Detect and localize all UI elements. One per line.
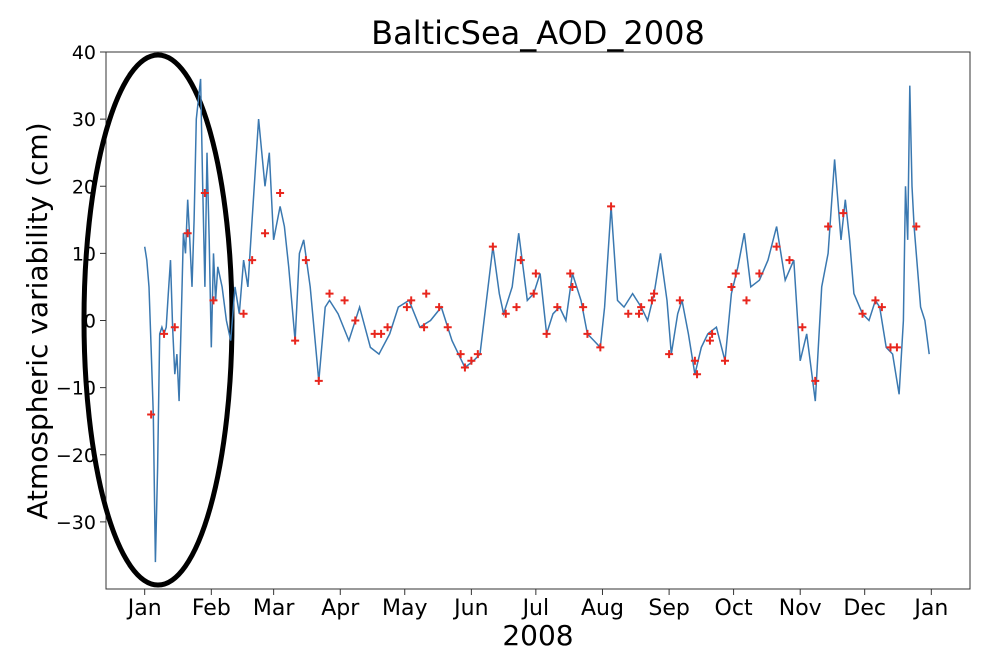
marker <box>407 296 416 305</box>
marker <box>501 309 510 318</box>
marker <box>892 343 901 352</box>
marker <box>579 303 588 312</box>
x-tick-label: Jan <box>126 596 162 621</box>
marker <box>675 296 684 305</box>
x-tick-label: Jun <box>452 596 488 621</box>
marker <box>811 376 820 385</box>
chart-title: BalticSea_AOD_2008 <box>371 14 705 52</box>
series-line <box>143 78 930 563</box>
marker <box>596 343 605 352</box>
marker <box>690 356 699 365</box>
x-axis-label: 2008 <box>502 619 573 652</box>
marker <box>340 296 349 305</box>
marker <box>858 309 867 318</box>
x-tick-label: Aug <box>581 596 624 621</box>
marker <box>160 329 169 338</box>
marker <box>420 323 429 332</box>
y-tick-label: −10 <box>56 378 96 400</box>
x-tick-label: May <box>382 596 427 621</box>
x-tick-label: Dec <box>843 596 886 621</box>
marker <box>553 303 562 312</box>
marker <box>183 229 192 238</box>
marker <box>731 269 740 278</box>
y-axis-label: Atmospheric variability (cm) <box>21 122 54 519</box>
data-layer <box>143 78 930 563</box>
marker <box>705 336 714 345</box>
y-tick-label: −20 <box>56 445 96 467</box>
marker <box>291 336 300 345</box>
marker <box>443 323 452 332</box>
marker <box>568 282 577 291</box>
marker <box>839 209 848 218</box>
plot-frame <box>105 51 971 590</box>
marker <box>325 289 334 298</box>
marker <box>473 350 482 359</box>
y-tick-label: −30 <box>56 512 96 534</box>
marker <box>488 242 497 251</box>
marker <box>383 323 392 332</box>
marker <box>708 329 717 338</box>
y-tick-label: 0 <box>84 311 96 333</box>
x-tick-label: Nov <box>779 596 822 621</box>
marker <box>516 256 525 265</box>
x-tick-label: Feb <box>192 596 231 621</box>
marker <box>422 289 431 298</box>
marker <box>647 296 656 305</box>
marker <box>209 296 218 305</box>
marker <box>200 188 209 197</box>
marker <box>650 289 659 298</box>
marker <box>529 289 538 298</box>
marker <box>512 303 521 312</box>
marker <box>607 202 616 211</box>
marker <box>351 316 360 325</box>
marker <box>170 323 179 332</box>
x-tick-label: Sep <box>648 596 689 621</box>
marker <box>261 229 270 238</box>
marker <box>637 303 646 312</box>
marker <box>531 269 540 278</box>
marker <box>301 256 310 265</box>
marker <box>435 303 444 312</box>
marker <box>460 363 469 372</box>
marker <box>635 309 644 318</box>
marker <box>772 242 781 251</box>
marker <box>871 296 880 305</box>
marker <box>693 370 702 379</box>
marker <box>665 350 674 359</box>
marker <box>877 303 886 312</box>
marker <box>566 269 575 278</box>
marker <box>147 410 156 419</box>
marker <box>785 256 794 265</box>
marker <box>824 222 833 231</box>
y-tick-label: 20 <box>72 176 96 198</box>
marker <box>377 329 386 338</box>
marker <box>314 376 323 385</box>
x-tick-label: Jul <box>521 596 550 621</box>
marker <box>402 303 411 312</box>
marker <box>467 356 476 365</box>
marker <box>720 356 729 365</box>
y-tick-label: 30 <box>72 109 96 131</box>
marker <box>742 296 751 305</box>
marker <box>755 269 764 278</box>
x-tick-label: Apr <box>321 596 360 621</box>
marker <box>798 323 807 332</box>
marker <box>727 282 736 291</box>
marker <box>624 309 633 318</box>
marker <box>276 188 285 197</box>
y-tick-label: 10 <box>72 243 96 265</box>
x-tick-label: Jan <box>912 596 948 621</box>
marker <box>542 329 551 338</box>
marker <box>456 350 465 359</box>
marker <box>912 222 921 231</box>
x-tick-label: Mar <box>253 596 295 621</box>
y-tick-label: 40 <box>72 42 96 64</box>
marker <box>248 256 257 265</box>
marker <box>239 309 248 318</box>
marker <box>583 329 592 338</box>
x-tick-label: Oct <box>715 596 753 621</box>
